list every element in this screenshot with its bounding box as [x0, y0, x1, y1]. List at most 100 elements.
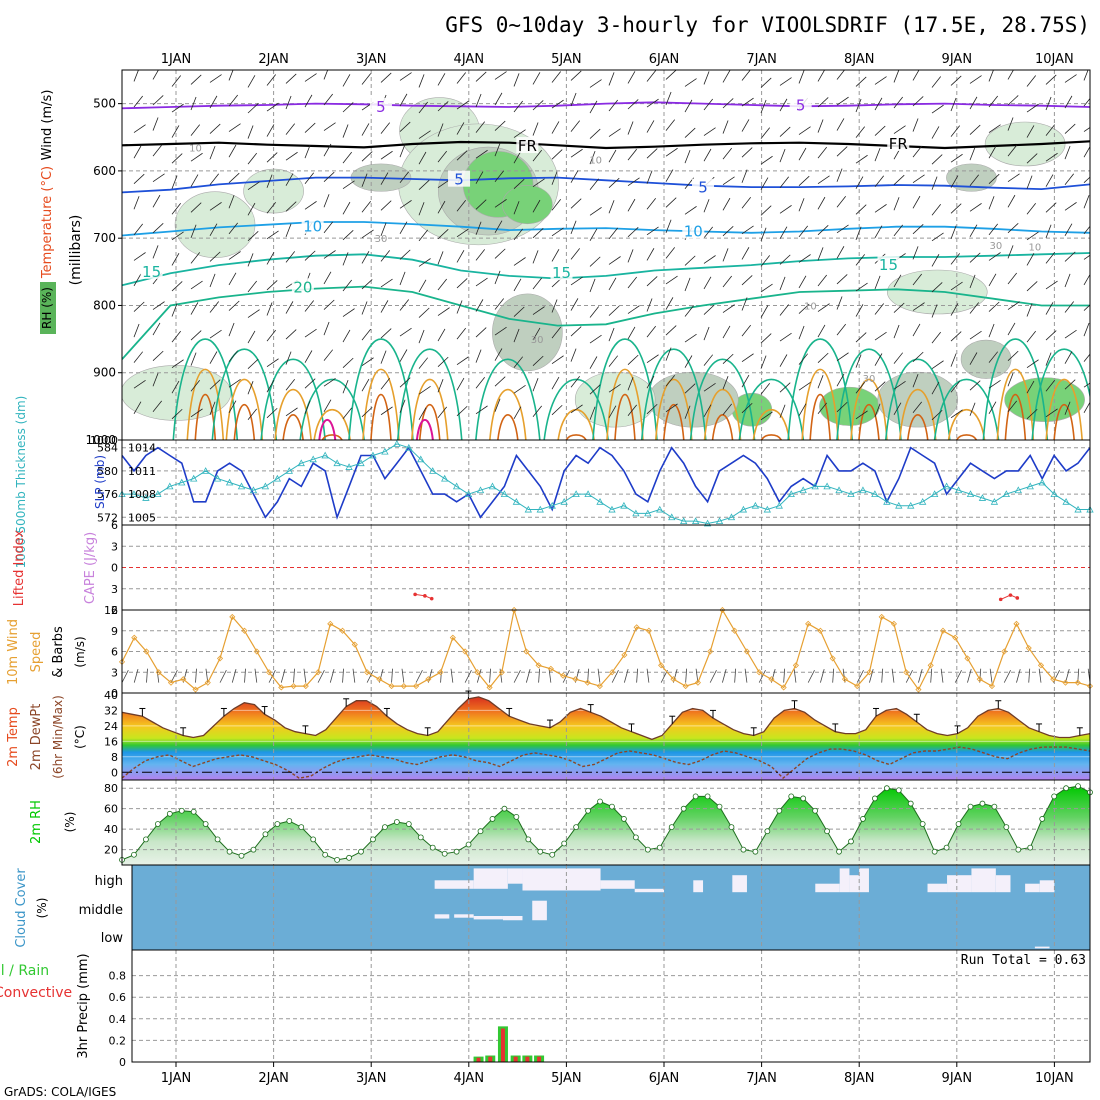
- wind-barb: [646, 198, 657, 210]
- wind-barb: [285, 301, 294, 314]
- wind-barb: [152, 373, 159, 387]
- wind-barb: [190, 330, 202, 341]
- wind-barb: [228, 378, 241, 388]
- wind-barb: [152, 223, 164, 234]
- thickness-marker: [345, 463, 353, 470]
- wind-barb: [950, 353, 957, 367]
- y-tick-label: 40: [104, 689, 118, 702]
- wind-barb: [893, 324, 900, 339]
- wind-barb: [950, 153, 963, 163]
- wind-barb: [551, 404, 563, 416]
- thickness-marker: [620, 501, 628, 509]
- bottom-date-axis: 1JAN 2JAN 3JAN 4JAN 5JAN 6JAN 7JAN 8JAN 9JAN 10JA…: [161, 1062, 1074, 1086]
- wind-speed-marker: [756, 669, 763, 676]
- hot-plume: [418, 404, 441, 440]
- wind-speed-marker: [253, 648, 260, 655]
- wind-barb: [437, 150, 448, 163]
- surface-wind-barb: [793, 668, 797, 683]
- isotherm-label-bg: [448, 170, 471, 187]
- wind-barb: [456, 278, 468, 289]
- wind-barb: [133, 401, 142, 414]
- wind-barb: [285, 379, 296, 391]
- wind-barb: [570, 92, 577, 107]
- thickness-marker: [859, 486, 867, 494]
- rh2m-point: [513, 813, 520, 820]
- wind-speed-marker: [633, 624, 640, 631]
- wind-barb: [1064, 251, 1076, 262]
- thickness-marker: [668, 513, 676, 521]
- wind-barb: [950, 175, 959, 188]
- wind-barb: [228, 400, 237, 413]
- wind-barb: [475, 277, 488, 287]
- wind-barb: [304, 172, 315, 184]
- rh2m-point: [692, 793, 699, 800]
- wind-barb: [950, 303, 959, 316]
- rh2m-point: [429, 844, 436, 851]
- wind-barb: [513, 406, 522, 419]
- wind10m-panel: 0 3 6 9 12 10m Wind Speed & Barbs (m/s): [6, 604, 1094, 700]
- wind-barb: [323, 143, 332, 157]
- wind-barb: [779, 98, 788, 112]
- surface-wind-barb: [930, 668, 933, 683]
- thickness-marker: [201, 467, 210, 474]
- hot-plume: [662, 404, 685, 440]
- wind-barb: [190, 252, 201, 264]
- wind-speed-marker: [167, 679, 175, 686]
- wind-barb: [380, 200, 392, 211]
- wind-barb: [209, 173, 220, 185]
- wind-barb: [779, 77, 792, 86]
- top-date-label: 8JAN: [844, 52, 875, 67]
- wind-barb: [608, 99, 619, 112]
- wind-barb: [798, 147, 807, 161]
- wind-barb: [836, 224, 849, 234]
- ylabel-wind: Wind (m/s): [40, 90, 55, 161]
- wind-barb: [684, 355, 693, 368]
- wind-barb: [418, 74, 425, 88]
- bottom-date-label: 10JAN: [1035, 1071, 1074, 1086]
- wind-barb: [665, 275, 678, 285]
- wind-barb: [1026, 359, 1039, 368]
- surface-wind-barb: [1016, 669, 1021, 683]
- cloud-gap: [927, 883, 948, 893]
- wind-barb: [551, 71, 562, 83]
- y-tick-label: 500: [93, 97, 116, 111]
- wind-barb: [988, 351, 999, 363]
- wind-barb: [608, 128, 621, 137]
- wind-barb: [703, 326, 710, 341]
- wind-speed-marker: [363, 669, 371, 676]
- thickness-marker: [942, 482, 951, 490]
- wind-barb: [323, 171, 335, 183]
- cloud-gap: [507, 868, 523, 884]
- bottom-date-label: 9JAN: [942, 1071, 973, 1086]
- wind-barb: [912, 273, 923, 286]
- wind-speed-marker: [694, 679, 701, 686]
- wind-barb: [912, 145, 923, 158]
- wind-speed-marker: [768, 676, 775, 683]
- warm-plume: [947, 409, 986, 440]
- wind-barb: [513, 257, 526, 266]
- isotherm-20-plume: [836, 348, 902, 440]
- thickness-marker: [919, 497, 927, 505]
- cloud-gap: [971, 868, 996, 893]
- wind-barb: [988, 301, 1000, 312]
- wind-barb: [494, 199, 507, 208]
- wind-speed-marker: [400, 683, 407, 690]
- wind-barb: [1007, 245, 1014, 259]
- surface-wind-barb: [244, 668, 246, 683]
- wind-barb: [456, 300, 463, 314]
- wind-barb: [589, 178, 600, 190]
- wind-barb: [893, 96, 904, 109]
- hot-plume: [565, 434, 587, 440]
- isotherm-20-plume: [884, 358, 951, 440]
- wind-barb: [399, 349, 408, 362]
- isotherm-label: 5: [796, 97, 806, 115]
- wind-barb: [798, 403, 807, 416]
- slp-tick-label: 1014: [128, 442, 156, 455]
- thickness-marker: [966, 490, 975, 497]
- wind-barb: [513, 201, 520, 215]
- y-tick-label: 6: [111, 604, 118, 617]
- wind-barb: [456, 377, 465, 391]
- wind-barb: [437, 328, 446, 342]
- wind-barb: [266, 358, 279, 367]
- isotherm-20: [122, 285, 1090, 360]
